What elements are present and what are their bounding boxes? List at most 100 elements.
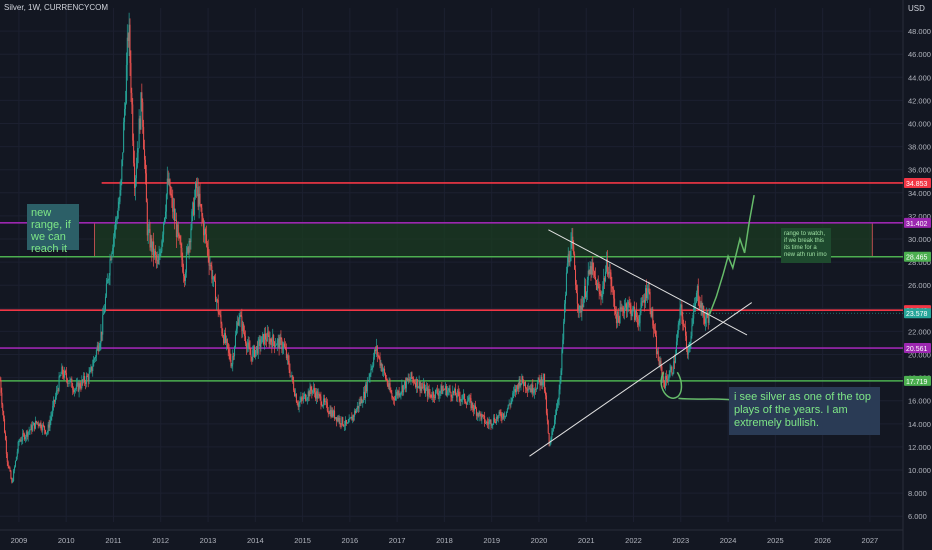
candle-body — [281, 339, 283, 350]
candle-body — [195, 183, 197, 188]
y-tick-label: 14.000 — [908, 420, 931, 429]
candle-body — [154, 250, 156, 257]
candle-body — [280, 337, 282, 340]
candle-body — [635, 310, 637, 318]
candle-body — [600, 293, 602, 297]
candle-body — [287, 355, 289, 361]
candle-body — [577, 303, 579, 311]
candle-body — [366, 380, 368, 392]
candle-body — [451, 396, 453, 398]
candle-body — [619, 307, 621, 324]
candle-body — [357, 405, 359, 409]
candle-body — [678, 322, 680, 325]
candle-body — [493, 417, 495, 424]
candle-body — [371, 367, 373, 369]
candle-body — [642, 301, 644, 303]
candle-body — [699, 304, 701, 308]
y-tick-label: 38.000 — [908, 143, 931, 152]
candle-body — [116, 217, 118, 220]
candle-body — [518, 379, 520, 390]
candle-body — [218, 312, 220, 315]
candle-body — [447, 390, 449, 391]
candle-body — [256, 346, 258, 354]
candle-body — [467, 400, 469, 402]
candle-body — [479, 411, 481, 414]
candle-body — [35, 420, 37, 424]
x-axis: 2009 2010 2011 2012 2013 2014 2015 2016 2017 2018… — [11, 536, 879, 545]
candle-body — [267, 332, 269, 336]
candle-body — [582, 304, 584, 308]
candle-body — [58, 376, 60, 391]
candle-body — [154, 250, 156, 255]
candle-body — [212, 279, 214, 280]
candle-body — [574, 253, 576, 270]
candle-body — [127, 37, 129, 41]
candle-body — [468, 397, 470, 401]
candle-body — [246, 345, 248, 349]
candle-body — [373, 357, 375, 366]
candle-body — [369, 374, 371, 377]
candles — [0, 12, 710, 484]
candle-body — [337, 417, 339, 421]
candle-body — [432, 392, 434, 398]
candle-body — [71, 378, 73, 388]
candle-body — [646, 293, 648, 299]
candle-body — [341, 417, 343, 425]
candle-body — [202, 216, 204, 222]
candle-body — [443, 389, 445, 391]
candle-body — [1, 392, 3, 405]
candle-body — [57, 390, 59, 391]
candle-body — [459, 396, 461, 401]
candle-body — [386, 380, 388, 385]
candle-body — [618, 317, 620, 324]
x-tick-label: 2019 — [483, 536, 500, 545]
candle-body — [168, 179, 170, 184]
x-tick-label: 2027 — [862, 536, 879, 545]
candle-body — [95, 350, 97, 357]
candle-body — [228, 349, 230, 353]
horizontal-levels — [0, 182, 903, 382]
candle-body — [56, 390, 58, 391]
candle-body — [439, 391, 441, 394]
candle-body — [431, 397, 433, 398]
candle-body — [188, 240, 190, 253]
candle-body — [505, 415, 507, 417]
candle-body — [656, 351, 658, 354]
candle-body — [531, 384, 533, 393]
y-tick-label: 8.000 — [908, 489, 927, 498]
candle-body — [76, 382, 78, 385]
candle-body — [30, 425, 32, 430]
candle-body — [316, 391, 318, 399]
x-tick-label: 2017 — [389, 536, 406, 545]
candle-body — [649, 292, 651, 310]
candle-body — [456, 390, 458, 398]
candle-body — [697, 285, 699, 301]
candle-body — [84, 382, 86, 384]
x-tick-label: 2025 — [767, 536, 784, 545]
x-tick-label: 2015 — [294, 536, 311, 545]
level-price-label: 34.853 — [906, 181, 928, 188]
candle-body — [549, 442, 551, 446]
candle-body — [590, 266, 592, 275]
candle-body — [686, 347, 688, 355]
candle-body — [331, 410, 333, 417]
candle-body — [132, 104, 134, 141]
candle-body — [85, 375, 87, 384]
candle-body — [486, 421, 488, 424]
candle-body — [74, 389, 76, 390]
candle-body — [119, 190, 121, 202]
candle-body — [223, 336, 225, 343]
candle-body — [24, 434, 26, 440]
candle-body — [621, 307, 623, 310]
candle-body — [415, 379, 417, 388]
candle-body — [253, 346, 255, 351]
candle-body — [534, 389, 536, 393]
candle-body — [69, 379, 71, 384]
x-tick-label: 2016 — [342, 536, 359, 545]
candle-body — [372, 365, 374, 368]
candle-body — [150, 238, 152, 248]
candle-body — [645, 288, 647, 299]
candle-body — [481, 414, 483, 420]
candle-body — [502, 413, 504, 419]
